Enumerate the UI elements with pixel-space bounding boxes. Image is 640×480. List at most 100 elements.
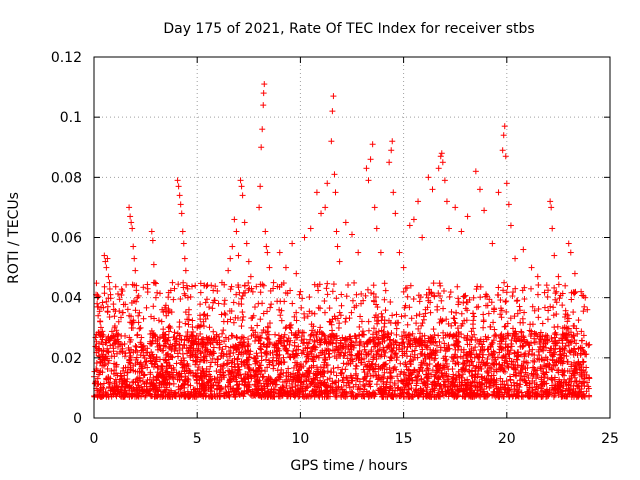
data-point	[210, 344, 217, 351]
data-point	[535, 314, 542, 321]
data-point	[215, 300, 222, 307]
data-point	[174, 177, 181, 184]
data-point	[527, 285, 534, 292]
data-point	[429, 186, 436, 193]
data-point	[246, 366, 253, 373]
data-point	[439, 159, 446, 166]
data-point	[229, 243, 236, 250]
data-points	[91, 81, 593, 400]
data-point	[321, 297, 328, 304]
data-point	[165, 294, 172, 301]
data-point	[505, 201, 512, 208]
data-point	[404, 332, 411, 339]
data-point	[571, 270, 578, 277]
data-point	[423, 386, 430, 393]
data-point	[324, 280, 331, 287]
data-point	[535, 282, 542, 289]
data-point	[373, 225, 380, 232]
data-point	[370, 282, 377, 289]
data-point	[158, 318, 165, 325]
y-tick-label: 0.08	[51, 170, 82, 186]
data-point	[324, 368, 331, 375]
data-point	[187, 293, 194, 300]
data-point	[306, 294, 313, 301]
data-point	[130, 243, 137, 250]
data-point	[363, 165, 370, 172]
data-point	[549, 366, 556, 373]
data-point	[359, 328, 366, 335]
data-point	[238, 323, 245, 330]
data-point	[114, 290, 121, 297]
data-point	[251, 304, 258, 311]
data-point	[326, 305, 333, 312]
data-point	[419, 320, 426, 327]
data-point	[330, 281, 337, 288]
data-point	[549, 225, 556, 232]
data-point	[342, 315, 349, 322]
data-point	[124, 306, 131, 313]
data-point	[177, 296, 184, 303]
data-point	[495, 284, 502, 291]
data-point	[135, 312, 142, 319]
data-point	[297, 288, 304, 295]
data-point	[103, 264, 110, 271]
data-point	[516, 303, 523, 310]
data-point	[482, 333, 489, 340]
data-point	[260, 102, 267, 109]
data-point	[136, 325, 143, 332]
data-point	[200, 323, 207, 330]
data-point	[175, 281, 182, 288]
data-point	[213, 368, 220, 375]
data-point	[586, 341, 593, 348]
data-point	[440, 288, 447, 295]
data-point	[565, 315, 572, 322]
data-point	[263, 243, 270, 250]
data-point	[396, 249, 403, 256]
data-point	[180, 240, 187, 247]
data-point	[574, 330, 581, 337]
data-point	[367, 156, 374, 163]
data-point	[108, 367, 115, 374]
data-point	[491, 326, 498, 333]
data-point	[480, 324, 487, 331]
data-point	[382, 307, 389, 314]
data-point	[571, 290, 578, 297]
data-point	[413, 343, 420, 350]
data-point	[150, 374, 157, 381]
data-point	[321, 309, 328, 316]
data-point	[181, 255, 188, 262]
data-point	[157, 290, 164, 297]
data-point	[406, 304, 413, 311]
data-point	[427, 309, 434, 316]
data-point	[322, 204, 329, 211]
data-point	[209, 305, 216, 312]
data-point	[262, 228, 269, 235]
data-point	[346, 384, 353, 391]
data-point	[418, 387, 425, 394]
data-point	[127, 213, 134, 220]
y-tick-label: 0.1	[60, 110, 82, 126]
data-point	[231, 216, 238, 223]
data-point	[177, 201, 184, 208]
data-point	[241, 219, 248, 226]
data-point	[348, 309, 355, 316]
data-point	[111, 360, 118, 367]
data-point	[547, 198, 554, 205]
data-point	[133, 344, 140, 351]
data-point	[571, 289, 578, 296]
data-point	[101, 283, 108, 290]
data-point	[386, 159, 393, 166]
data-point	[216, 344, 223, 351]
data-point	[338, 291, 345, 298]
data-point	[471, 313, 478, 320]
data-point	[584, 306, 591, 313]
data-point	[410, 296, 417, 303]
data-point	[97, 318, 104, 325]
data-point	[169, 279, 176, 286]
data-point	[221, 310, 228, 317]
data-point	[218, 311, 225, 318]
data-point	[476, 186, 483, 193]
data-point	[243, 240, 250, 247]
data-point	[352, 362, 359, 369]
data-point	[221, 301, 228, 308]
